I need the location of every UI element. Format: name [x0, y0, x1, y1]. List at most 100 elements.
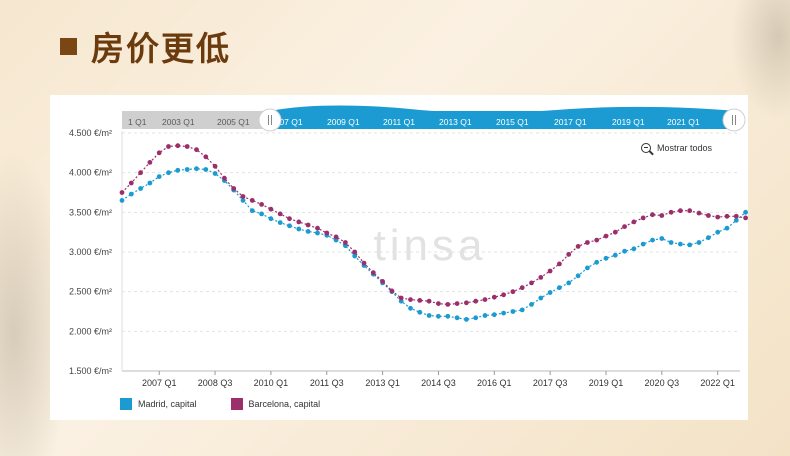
- data-point[interactable]: [445, 313, 451, 319]
- data-point[interactable]: [464, 300, 469, 306]
- data-point[interactable]: [631, 246, 637, 252]
- data-point[interactable]: [650, 237, 655, 243]
- data-point[interactable]: [249, 208, 255, 214]
- data-point[interactable]: [454, 315, 460, 321]
- data-point[interactable]: [352, 253, 358, 259]
- legend-item-barcelona[interactable]: Barcelona, capital: [230, 398, 320, 410]
- data-point[interactable]: [333, 234, 339, 240]
- data-point[interactable]: [501, 310, 506, 316]
- data-point[interactable]: [268, 216, 274, 222]
- data-point[interactable]: [473, 315, 479, 321]
- data-point[interactable]: [166, 144, 171, 149]
- data-point[interactable]: [454, 301, 460, 306]
- data-point[interactable]: [315, 225, 320, 231]
- data-point[interactable]: [473, 298, 479, 304]
- data-point[interactable]: [464, 317, 469, 322]
- data-point[interactable]: [296, 226, 302, 232]
- data-point[interactable]: [594, 259, 600, 265]
- data-point[interactable]: [156, 150, 162, 156]
- data-point[interactable]: [687, 242, 693, 248]
- data-point[interactable]: [222, 175, 227, 181]
- data-point[interactable]: [240, 194, 246, 199]
- data-point[interactable]: [166, 170, 171, 176]
- data-point[interactable]: [575, 244, 581, 249]
- data-point[interactable]: [566, 252, 572, 257]
- data-point[interactable]: [408, 305, 413, 311]
- data-point[interactable]: [482, 297, 488, 302]
- data-point[interactable]: [305, 222, 311, 228]
- data-point[interactable]: [426, 313, 432, 318]
- data-point[interactable]: [380, 279, 385, 284]
- data-point[interactable]: [743, 209, 748, 215]
- data-point[interactable]: [194, 147, 199, 153]
- data-point[interactable]: [678, 208, 683, 214]
- data-point[interactable]: [296, 219, 302, 225]
- data-point[interactable]: [361, 260, 367, 266]
- data-point[interactable]: [566, 280, 572, 286]
- data-point[interactable]: [603, 255, 609, 261]
- data-point[interactable]: [733, 213, 739, 219]
- data-point[interactable]: [194, 166, 199, 172]
- data-point[interactable]: [287, 216, 292, 222]
- data-point[interactable]: [138, 186, 143, 191]
- range-navigator[interactable]: 1 Q1 2003 Q1 2005 Q1 2007 Q1 2009 Q1 2011 Q1 2…: [122, 105, 746, 132]
- data-point[interactable]: [585, 265, 590, 271]
- data-point[interactable]: [343, 240, 348, 245]
- data-point[interactable]: [659, 213, 665, 218]
- data-point[interactable]: [696, 240, 702, 245]
- data-point[interactable]: [277, 220, 283, 225]
- data-point[interactable]: [650, 212, 655, 218]
- data-point[interactable]: [724, 213, 730, 219]
- data-point[interactable]: [743, 215, 748, 221]
- data-point[interactable]: [585, 240, 590, 245]
- data-point[interactable]: [715, 229, 721, 235]
- data-point[interactable]: [417, 309, 423, 315]
- data-point[interactable]: [547, 290, 553, 295]
- data-point[interactable]: [417, 298, 423, 303]
- data-point[interactable]: [622, 224, 627, 230]
- data-point[interactable]: [184, 144, 190, 149]
- data-point[interactable]: [436, 313, 441, 319]
- data-point[interactable]: [156, 174, 162, 179]
- data-point[interactable]: [706, 235, 711, 241]
- data-point[interactable]: [491, 312, 497, 318]
- data-point[interactable]: [389, 288, 395, 294]
- data-point[interactable]: [557, 285, 562, 291]
- data-point[interactable]: [268, 206, 274, 212]
- data-point[interactable]: [203, 167, 209, 172]
- data-point[interactable]: [612, 252, 618, 258]
- data-point[interactable]: [612, 229, 618, 235]
- data-point[interactable]: [305, 229, 311, 234]
- data-point[interactable]: [519, 307, 525, 313]
- data-point[interactable]: [510, 309, 516, 314]
- data-point[interactable]: [696, 210, 702, 216]
- data-point[interactable]: [687, 208, 693, 214]
- data-point[interactable]: [668, 209, 674, 215]
- data-point[interactable]: [510, 289, 516, 295]
- data-point[interactable]: [733, 217, 739, 223]
- data-point[interactable]: [491, 294, 497, 300]
- data-point[interactable]: [529, 302, 534, 307]
- zoom-reset-button[interactable]: Mostrar todos: [641, 140, 712, 156]
- data-point[interactable]: [482, 313, 488, 318]
- data-point[interactable]: [119, 198, 125, 203]
- data-point[interactable]: [715, 214, 721, 220]
- data-point[interactable]: [436, 301, 441, 306]
- data-point[interactable]: [259, 211, 264, 217]
- data-point[interactable]: [249, 198, 255, 203]
- data-point[interactable]: [240, 198, 246, 203]
- data-point[interactable]: [724, 225, 730, 231]
- data-point[interactable]: [426, 298, 432, 304]
- data-point[interactable]: [519, 285, 525, 291]
- data-point[interactable]: [175, 143, 181, 149]
- data-point[interactable]: [184, 167, 190, 172]
- data-point[interactable]: [398, 295, 404, 301]
- data-point[interactable]: [603, 233, 609, 239]
- data-point[interactable]: [352, 249, 358, 255]
- data-point[interactable]: [659, 236, 665, 241]
- data-point[interactable]: [212, 163, 218, 169]
- data-point[interactable]: [147, 180, 153, 186]
- data-point[interactable]: [640, 215, 646, 221]
- data-point[interactable]: [501, 292, 506, 298]
- data-point[interactable]: [119, 190, 125, 195]
